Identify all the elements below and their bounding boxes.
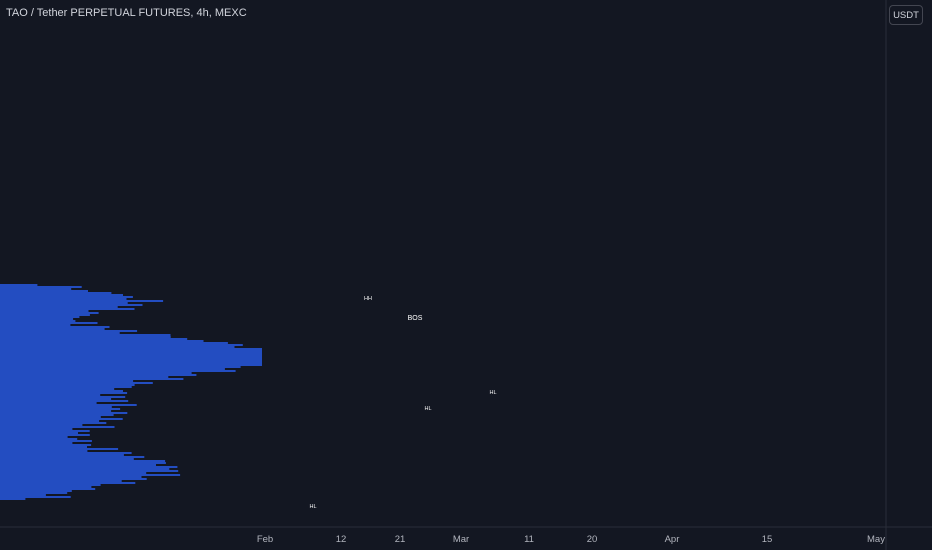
structure-annotations: HH BOS HL HL HL	[309, 296, 496, 510]
volume-profile	[0, 284, 262, 500]
volume-profile-shape	[0, 284, 262, 500]
structure-label: HL	[309, 504, 316, 510]
time-tick: 15	[762, 534, 773, 545]
structure-label: HL	[489, 390, 496, 396]
structure-label: HH	[364, 296, 372, 302]
time-tick: Apr	[665, 534, 680, 545]
time-tick: 21	[395, 534, 406, 545]
time-tick: 11	[524, 534, 534, 545]
structure-label: HL	[424, 406, 431, 412]
currency-button[interactable]: USDT	[889, 5, 923, 25]
price-axis-bg	[886, 0, 932, 550]
time-tick: 20	[587, 534, 598, 545]
price-axis[interactable]: 1400.01300.01200.01080.01000.0920.0840.0…	[885, 0, 932, 550]
time-tick: Mar	[453, 534, 469, 545]
structure-label: BOS	[408, 315, 423, 322]
time-tick: May	[867, 534, 885, 545]
chart-title: TAO / Tether PERPETUAL FUTURES, 4h, MEXC	[6, 7, 247, 19]
time-axis[interactable]: Feb 12 21 Mar 11 20 Apr 15 May	[0, 526, 932, 545]
time-tick: 12	[336, 534, 347, 545]
time-tick: Feb	[257, 534, 273, 545]
